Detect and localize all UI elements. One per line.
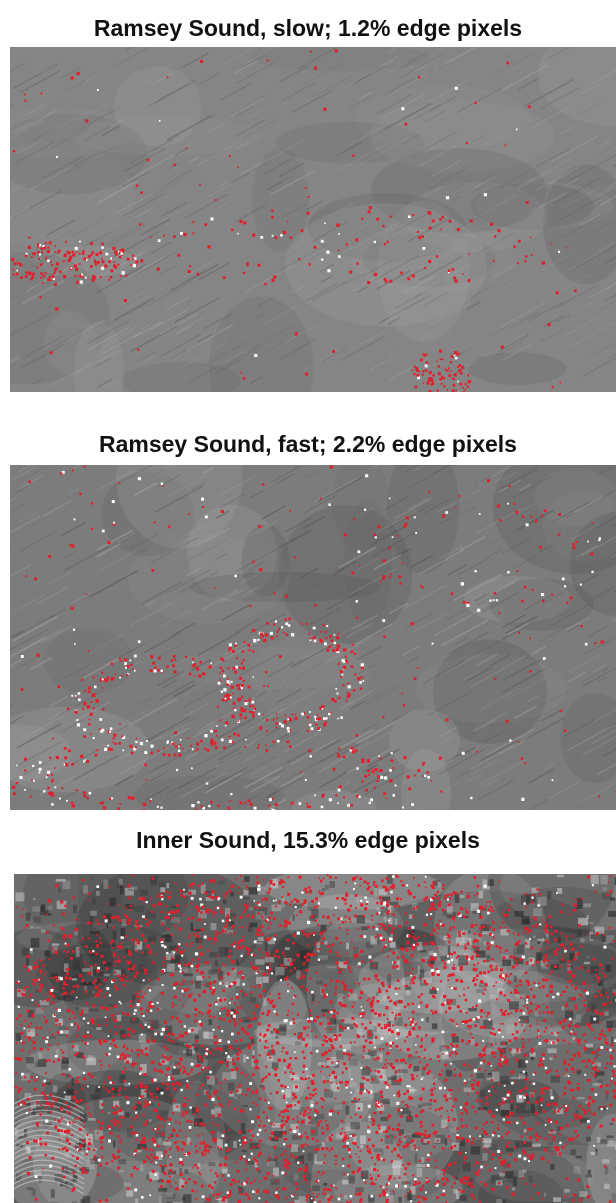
ramsey-fast-image — [10, 465, 616, 810]
panel-title-ramsey-fast: Ramsey Sound, fast; 2.2% edge pixels — [99, 431, 517, 457]
ramsey-slow-edge-overlay — [10, 47, 616, 392]
ramsey-slow-image — [10, 47, 616, 392]
panel-title-inner-sound: Inner Sound, 15.3% edge pixels — [136, 827, 480, 853]
inner-sound-edge-overlay — [14, 874, 616, 1203]
inner-sound-image — [14, 874, 616, 1203]
panel-title-ramsey-slow: Ramsey Sound, slow; 1.2% edge pixels — [93, 15, 523, 41]
ramsey-fast-edge-overlay — [10, 465, 616, 810]
